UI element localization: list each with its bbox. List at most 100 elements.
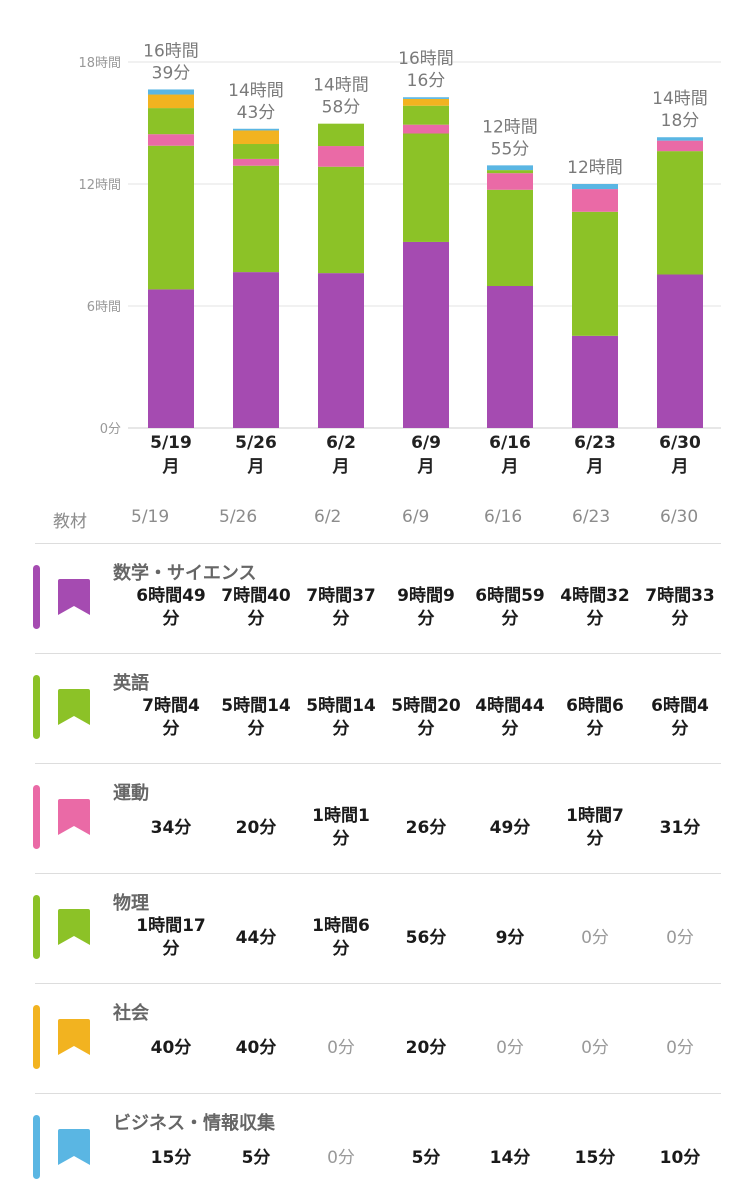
- subject-row: 英語 7時間4 分 5時間14 分 5時間14 分 5時間20 分 4時間44 分 6時間6 分 6時間4…: [0, 653, 755, 763]
- total-label: 12時間: [482, 117, 538, 137]
- total-label: 16時間: [143, 41, 199, 61]
- subject-time-cell: 1時間7 分: [566, 806, 624, 849]
- subject-time-cell: 4時間44 分: [475, 696, 545, 739]
- divider: [35, 543, 721, 544]
- subject-time-cell: 15分: [150, 1148, 192, 1168]
- bar-segment: [318, 273, 364, 428]
- total-label: 16時間: [398, 49, 454, 69]
- bar-segment: [487, 189, 533, 287]
- x-tick-sublabel: 月: [332, 457, 350, 477]
- subject-time-cell: 56分: [405, 928, 447, 948]
- bookmark-icon: [58, 689, 90, 725]
- bar-segment: [148, 145, 194, 290]
- x-tick-label: 6/23: [574, 433, 616, 453]
- subject-time-cell: 0分: [581, 1038, 609, 1058]
- total-label: 14時間: [652, 89, 708, 109]
- x-tick-label: 6/16: [489, 433, 531, 453]
- subject-name: 物理: [113, 893, 149, 914]
- subject-color-bar: [33, 1115, 40, 1179]
- x-tick-sublabel: 月: [162, 457, 180, 477]
- bar-segment: [233, 130, 279, 145]
- bar-segment: [233, 272, 279, 428]
- col-header-5-19: 5/19: [131, 507, 170, 527]
- bar-segment: [148, 108, 194, 135]
- bar-segment: [657, 151, 703, 275]
- x-tick-sublabel: 月: [501, 457, 519, 477]
- subject-time-cell: 6時間49 分: [136, 586, 206, 629]
- subject-time-cell: 7時間37 分: [306, 586, 376, 629]
- subject-time-cell: 5分: [411, 1148, 441, 1168]
- total-label: 43分: [237, 103, 276, 123]
- bar-segment: [318, 146, 364, 167]
- subject-time-cell: 20分: [235, 818, 277, 838]
- subject-time-cell: 9分: [495, 928, 525, 948]
- subject-time-cell: 40分: [150, 1038, 192, 1058]
- bar-segment: [572, 211, 618, 336]
- y-tick-label: 12時間: [78, 178, 121, 193]
- subject-time-cell: 0分: [666, 1038, 694, 1058]
- subject-color-bar: [33, 1005, 40, 1069]
- subject-time-cell: 26分: [405, 818, 447, 838]
- subject-time-cell: 7時間4 分: [142, 696, 200, 739]
- total-label: 14時間: [228, 81, 284, 101]
- weekly-study-time-chart: 0分6時間12時間18時間16時間39分5/19月14時間43分5/26月14時…: [78, 41, 721, 477]
- subject-time-cell: 7時間40 分: [221, 586, 291, 629]
- bar-segment: [572, 184, 618, 190]
- subject-time-cell: 15分: [574, 1148, 616, 1168]
- subject-time-cell: 0分: [496, 1038, 524, 1058]
- bar-segment: [318, 166, 364, 274]
- subject-name: 運動: [113, 783, 149, 804]
- bar-segment: [148, 94, 194, 109]
- subject-color-bar: [33, 565, 40, 629]
- bar-segment: [657, 137, 703, 141]
- subject-time-cell: 49分: [489, 818, 531, 838]
- bookmark-icon: [58, 799, 90, 835]
- bar-segment: [403, 241, 449, 428]
- bar-segment: [487, 165, 533, 171]
- subject-name: 数学・サイエンス: [113, 563, 257, 584]
- divider: [35, 983, 721, 984]
- subject-name: 英語: [113, 673, 149, 694]
- subject-color-bar: [33, 895, 40, 959]
- x-tick-label: 5/26: [235, 433, 277, 453]
- subject-time-cell: 7時間33 分: [645, 586, 715, 629]
- bar-segment: [657, 140, 703, 152]
- x-tick-sublabel: 月: [671, 457, 689, 477]
- col-header-6-16: 6/16: [484, 507, 523, 527]
- subject-time-cell: 6時間59 分: [475, 586, 545, 629]
- total-label: 14時間: [313, 76, 369, 96]
- col-header-6-2: 6/2: [314, 507, 342, 527]
- subject-name: ビジネス・情報収集: [113, 1113, 275, 1134]
- subject-time-cell: 6時間4 分: [651, 696, 709, 739]
- subject-time-cell: 34分: [150, 818, 192, 838]
- col-header-6-23: 6/23: [572, 507, 611, 527]
- total-label: 16分: [407, 71, 446, 91]
- subject-row: 運動 34分 20分 1時間1 分 26分 49分 1時間7 分 31分: [0, 763, 755, 873]
- bar-segment: [233, 165, 279, 273]
- bar-segment: [233, 144, 279, 159]
- divider: [35, 1093, 721, 1094]
- subject-time-cell: 1時間17 分: [136, 916, 206, 959]
- total-label: 55分: [491, 139, 530, 159]
- bar-segment: [233, 158, 279, 166]
- subject-name: 社会: [113, 1003, 149, 1024]
- total-label: 18分: [661, 111, 700, 131]
- subject-time-cell: 1時間1 分: [312, 806, 370, 849]
- bar-segment: [657, 274, 703, 428]
- divider: [35, 873, 721, 874]
- bar-segment: [572, 189, 618, 212]
- subject-time-cell: 0分: [581, 928, 609, 948]
- bar-segment: [148, 289, 194, 428]
- total-label: 12時間: [567, 158, 623, 178]
- bar-segment: [487, 286, 533, 428]
- divider: [35, 653, 721, 654]
- subject-time-cell: 5時間14 分: [221, 696, 291, 739]
- subject-time-cell: 14分: [489, 1148, 531, 1168]
- subject-time-cell: 10分: [659, 1148, 701, 1168]
- y-tick-label: 6時間: [87, 300, 121, 315]
- bookmark-icon: [58, 1129, 90, 1165]
- total-label: 58分: [322, 98, 361, 118]
- subject-time-cell: 31分: [659, 818, 701, 838]
- bar-segment: [148, 134, 194, 146]
- subject-time-cell: 44分: [235, 928, 277, 948]
